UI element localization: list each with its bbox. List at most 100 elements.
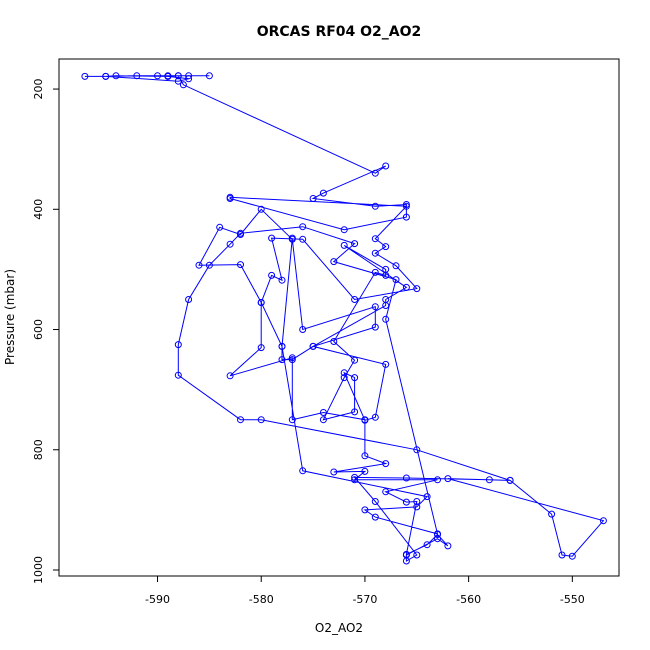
data-point: [351, 240, 359, 248]
data-point: [340, 369, 348, 377]
data-point: [361, 467, 369, 475]
data-point: [361, 416, 369, 424]
data-point: [402, 202, 410, 210]
data-point: [413, 446, 421, 454]
x-tick-label: -580: [249, 593, 274, 606]
data-point: [299, 223, 307, 231]
data-point: [382, 296, 390, 303]
data-point: [205, 261, 213, 269]
data-point: [402, 498, 410, 506]
y-tick-label: 800: [32, 439, 45, 460]
data-point: [330, 338, 338, 345]
data-point: [216, 223, 224, 231]
data-point: [392, 276, 400, 284]
data-point: [174, 341, 182, 349]
data-point: [371, 268, 379, 276]
data-point: [288, 234, 296, 242]
data-point: [371, 249, 379, 257]
data-point: [185, 296, 193, 303]
data-point: [268, 234, 276, 242]
x-tick-label: -570: [352, 593, 377, 606]
data-point: [485, 476, 493, 484]
data-point: [195, 261, 203, 269]
data-point: [340, 374, 348, 382]
data-point: [382, 243, 390, 251]
data-point: [371, 169, 379, 177]
data-point: [413, 503, 421, 511]
data-point: [423, 541, 431, 549]
data-point: [382, 271, 390, 279]
data-point: [299, 326, 307, 333]
data-point: [278, 276, 286, 284]
x-tick-label: -560: [456, 593, 481, 606]
data-point: [179, 81, 187, 89]
data-point: [185, 75, 193, 83]
y-axis-label: Pressure (mbar): [3, 269, 17, 365]
x-tick-label: -550: [560, 593, 585, 606]
data-point: [174, 77, 182, 85]
data-point: [174, 72, 182, 80]
data-point: [402, 283, 410, 291]
data-point: [413, 285, 421, 293]
data-point: [112, 72, 120, 80]
data-point: [185, 72, 193, 80]
data-point: [361, 452, 369, 460]
x-axis-label: O2_AO2: [315, 621, 363, 635]
data-point: [319, 416, 327, 424]
data-point: [340, 241, 348, 249]
data-point: [319, 189, 327, 197]
data-point: [413, 551, 421, 559]
data-point: [444, 475, 452, 483]
data-point: [568, 552, 576, 560]
data-point: [205, 72, 213, 80]
data-point: [330, 468, 338, 476]
data-point: [164, 72, 172, 80]
data-point: [392, 262, 400, 270]
plot-frame: [58, 58, 620, 577]
y-tick-label: 600: [32, 319, 45, 340]
data-point: [154, 72, 161, 80]
y-tick-label: 1000: [32, 556, 45, 584]
data-point: [268, 271, 276, 279]
data-point: [299, 235, 307, 243]
data-point: [351, 296, 359, 303]
data-point: [382, 315, 390, 323]
data-point: [434, 476, 441, 484]
series-line: [84, 75, 605, 562]
data-point: [371, 413, 379, 421]
chart-title: ORCAS RF04 O2_AO2: [257, 24, 422, 40]
data-point: [599, 517, 607, 525]
data-point: [299, 467, 307, 475]
data-point: [351, 374, 359, 382]
data-point: [371, 235, 379, 243]
data-point: [226, 372, 234, 380]
y-axis: 200 400 600 800 1000: [32, 79, 59, 584]
data-point: [351, 473, 359, 481]
data-point: [309, 195, 317, 202]
data-point: [371, 303, 379, 311]
data-point: [257, 205, 265, 213]
data-point: [382, 488, 390, 496]
data-point: [102, 72, 110, 80]
data-point: [371, 323, 379, 331]
x-tick-label: -590: [145, 593, 170, 606]
x-axis: -590 -580 -570 -560 -550: [145, 576, 585, 606]
data-point: [237, 261, 244, 269]
data-points: [81, 72, 607, 565]
y-tick-label: 200: [32, 79, 45, 100]
y-tick-label: 400: [32, 199, 45, 220]
data-point: [423, 493, 431, 501]
data-point: [402, 213, 410, 221]
data-point: [371, 202, 379, 210]
data-point: [81, 72, 89, 80]
data-point: [226, 240, 234, 248]
data-point: [382, 162, 390, 170]
data-point: [278, 342, 286, 350]
data-point: [288, 416, 296, 424]
data-point: [434, 530, 441, 538]
data-point: [319, 409, 327, 416]
data-point: [237, 229, 244, 237]
data-point: [351, 356, 359, 364]
data-point: [402, 557, 410, 565]
